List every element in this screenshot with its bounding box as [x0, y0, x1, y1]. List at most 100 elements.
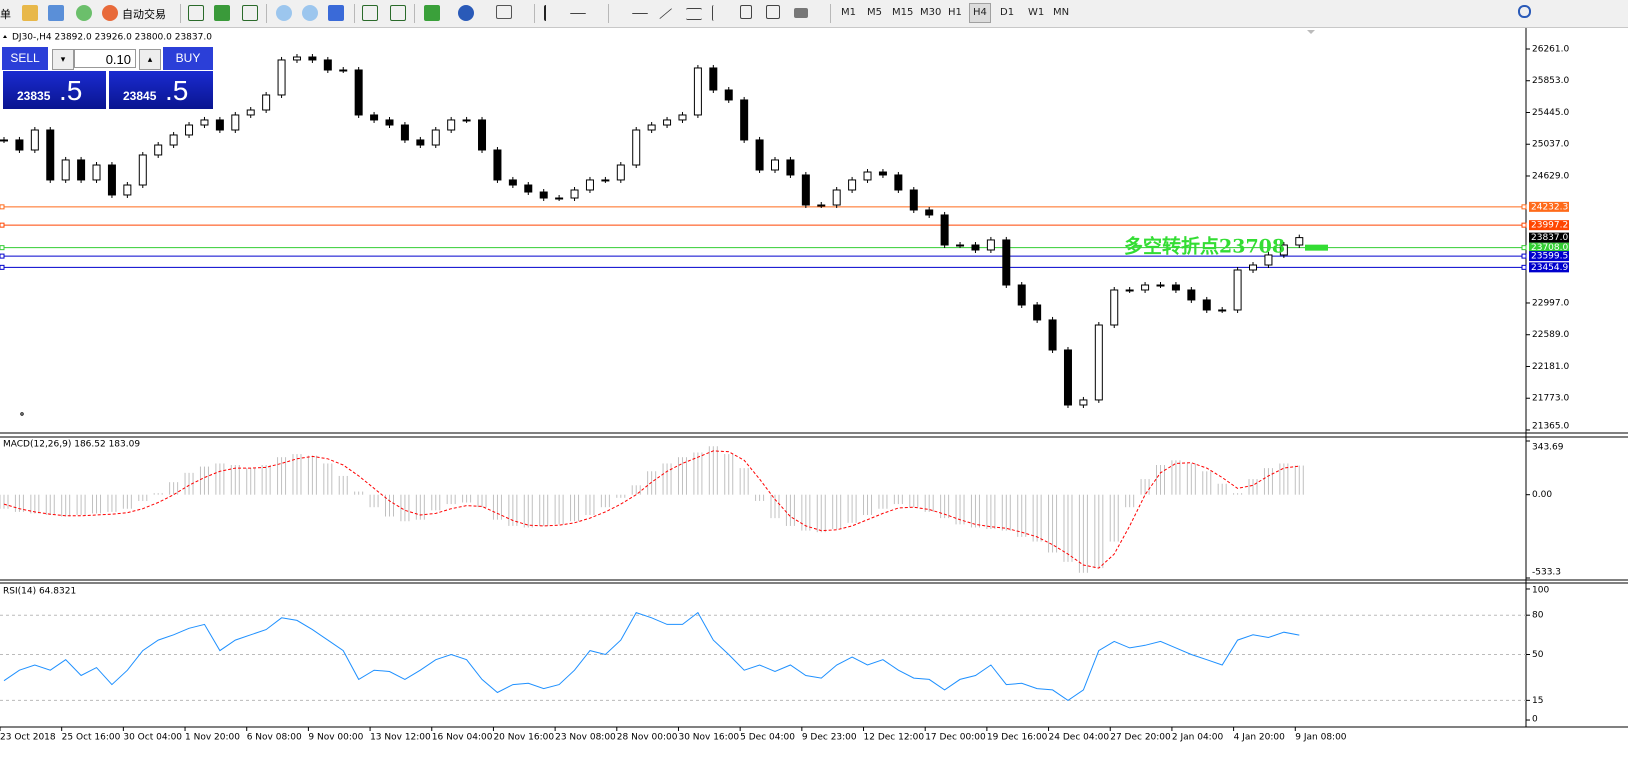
- lot-up[interactable]: ▴: [139, 49, 161, 70]
- icon[interactable]: [712, 5, 729, 21]
- timeframe-button[interactable]: D1: [1000, 7, 1015, 18]
- y-tick-label: 21365.0: [1532, 422, 1569, 432]
- y-tick-label: 15: [1532, 696, 1543, 706]
- level-handle: [1521, 204, 1527, 210]
- candle-body: [848, 179, 857, 191]
- candle-body: [1202, 299, 1211, 311]
- timeframe-button[interactable]: M5: [867, 7, 882, 18]
- x-tick-label: 13 Nov 12:00: [370, 733, 431, 743]
- toolbar: 单 自动交易 M1 M5 M15 M30 H1 H4 D1 W1 MN: [0, 0, 1628, 28]
- ask-price[interactable]: 23845 .5: [109, 71, 213, 109]
- shift-marker: [1307, 30, 1315, 34]
- level-label-box: [1529, 262, 1569, 273]
- icon[interactable]: [242, 5, 258, 21]
- candle-body: [585, 179, 594, 191]
- level-label: 23997.2: [1531, 221, 1568, 231]
- sell-button[interactable]: SELL: [2, 47, 48, 70]
- icon[interactable]: [794, 8, 808, 18]
- x-tick-label: 30 Oct 04:00: [123, 733, 182, 743]
- candle-body: [1156, 284, 1165, 287]
- buy-button[interactable]: BUY: [163, 47, 213, 70]
- candle-body: [478, 119, 487, 151]
- candle-body: [601, 179, 610, 182]
- candle-body: [909, 189, 918, 211]
- candle-body: [986, 239, 995, 251]
- candle-body: [1002, 239, 1011, 286]
- icon[interactable]: [214, 5, 230, 21]
- candle-body: [632, 129, 641, 166]
- icon[interactable]: [458, 5, 474, 21]
- timeframe-button[interactable]: W1: [1028, 7, 1045, 18]
- candle-body: [1063, 349, 1072, 406]
- icon[interactable]: [48, 5, 64, 21]
- icon[interactable]: [632, 13, 648, 15]
- price-label-box: [1529, 232, 1569, 243]
- icon[interactable]: [544, 5, 554, 21]
- timeframe-button[interactable]: M30: [920, 7, 942, 18]
- icon[interactable]: [390, 5, 406, 21]
- timeframe-button[interactable]: H4: [969, 3, 991, 23]
- y-tick-label: 80: [1532, 611, 1544, 621]
- icon[interactable]: [740, 5, 752, 19]
- candle-body: [755, 139, 764, 171]
- candle-body: [693, 67, 702, 116]
- level-label-box: [1529, 201, 1569, 212]
- candle-body: [616, 164, 625, 181]
- icon[interactable]: [328, 5, 344, 21]
- candle-body: [971, 244, 980, 251]
- icon[interactable]: [424, 5, 440, 21]
- separator: [266, 4, 267, 23]
- x-tick-label: 6 Nov 08:00: [247, 733, 302, 743]
- marker-dot: [20, 412, 24, 416]
- icon[interactable]: [496, 5, 512, 19]
- level-label: 23708.0: [1531, 243, 1568, 253]
- lot-down[interactable]: ▾: [52, 49, 74, 70]
- icon[interactable]: [102, 5, 118, 21]
- icon[interactable]: [362, 5, 378, 21]
- y-tick-label: 22589.0: [1532, 330, 1569, 340]
- candle-body: [92, 164, 101, 181]
- chart-background: [0, 28, 1526, 727]
- icon[interactable]: [570, 13, 586, 15]
- icon[interactable]: [22, 5, 38, 21]
- icon[interactable]: [276, 5, 292, 21]
- level-handle: [1521, 253, 1527, 259]
- separator: [414, 4, 415, 23]
- icon[interactable]: [766, 5, 780, 19]
- level-handle: [1521, 264, 1527, 270]
- candle-body: [169, 134, 178, 146]
- y-tick-label: 25853.0: [1532, 76, 1569, 86]
- level-label: 23454.9: [1531, 263, 1568, 273]
- candle-body: [1079, 399, 1088, 406]
- candle-body: [323, 59, 332, 71]
- x-tick-label: 28 Nov 00:00: [617, 733, 678, 743]
- icon[interactable]: [188, 5, 204, 21]
- timeframe-button[interactable]: M1: [841, 7, 856, 18]
- candle-body: [647, 124, 656, 131]
- timeframe-button[interactable]: MN: [1053, 7, 1070, 18]
- icon[interactable]: [686, 8, 702, 20]
- chart-title: DJ30-,H4 23892.0 23926.0 23800.0 23837.0: [12, 33, 212, 43]
- candle-body: [956, 244, 965, 247]
- level-handle: [0, 264, 5, 270]
- level-handle: [0, 253, 5, 259]
- y-tick-label: 0: [1532, 715, 1538, 725]
- menu-label[interactable]: 单: [0, 8, 11, 21]
- candle-body: [539, 191, 548, 199]
- auto-trading-button[interactable]: 自动交易: [122, 8, 166, 21]
- y-tick-label: 22997.0: [1532, 298, 1569, 308]
- search-icon[interactable]: [1518, 5, 1531, 18]
- x-tick-label: 9 Jan 08:00: [1295, 733, 1347, 743]
- lot-field[interactable]: 0.10: [74, 49, 136, 68]
- timeframe-button[interactable]: M15: [892, 7, 914, 18]
- icon[interactable]: [302, 5, 318, 21]
- bid-price[interactable]: 23835 .5: [3, 71, 106, 109]
- x-tick-label: 9 Nov 00:00: [308, 733, 363, 743]
- y-tick-label: 100: [1532, 586, 1549, 596]
- candle-body: [0, 139, 8, 142]
- timeframe-button[interactable]: H1: [948, 7, 962, 18]
- icon[interactable]: [76, 5, 92, 21]
- candle-body: [370, 114, 379, 121]
- candle-body: [277, 59, 286, 96]
